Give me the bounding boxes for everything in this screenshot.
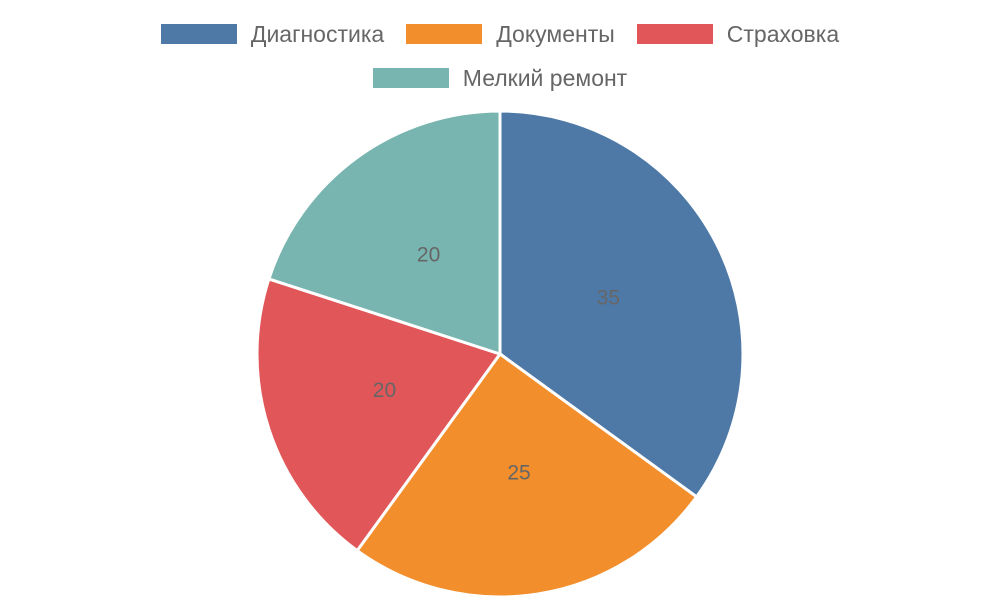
pie-slice	[355, 351, 699, 599]
data-label: 35	[597, 286, 620, 309]
legend-item: Документы	[406, 14, 615, 54]
data-label: 20	[373, 379, 396, 402]
legend-swatch	[160, 24, 237, 44]
legend-swatch	[406, 24, 483, 44]
data-label: 25	[507, 462, 530, 485]
legend-label: Документы	[496, 20, 615, 47]
legend-item: Мелкий ремонт	[372, 58, 628, 98]
legend-swatch	[636, 24, 713, 44]
legend-item: Диагностика	[160, 14, 385, 54]
legend-swatch	[372, 68, 449, 88]
pie-slice	[267, 109, 502, 357]
pie-slice	[498, 109, 745, 499]
legend: Диагностика Документы Страховка Мелкий ремо…	[130, 14, 870, 98]
legend-item: Страховка	[636, 14, 840, 54]
legend-label: Мелкий ремонт	[462, 64, 628, 91]
legend-label: Страховка	[726, 20, 840, 47]
data-label: 20	[417, 243, 440, 266]
pie-slice	[255, 277, 503, 553]
legend-label: Диагностика	[250, 20, 385, 47]
